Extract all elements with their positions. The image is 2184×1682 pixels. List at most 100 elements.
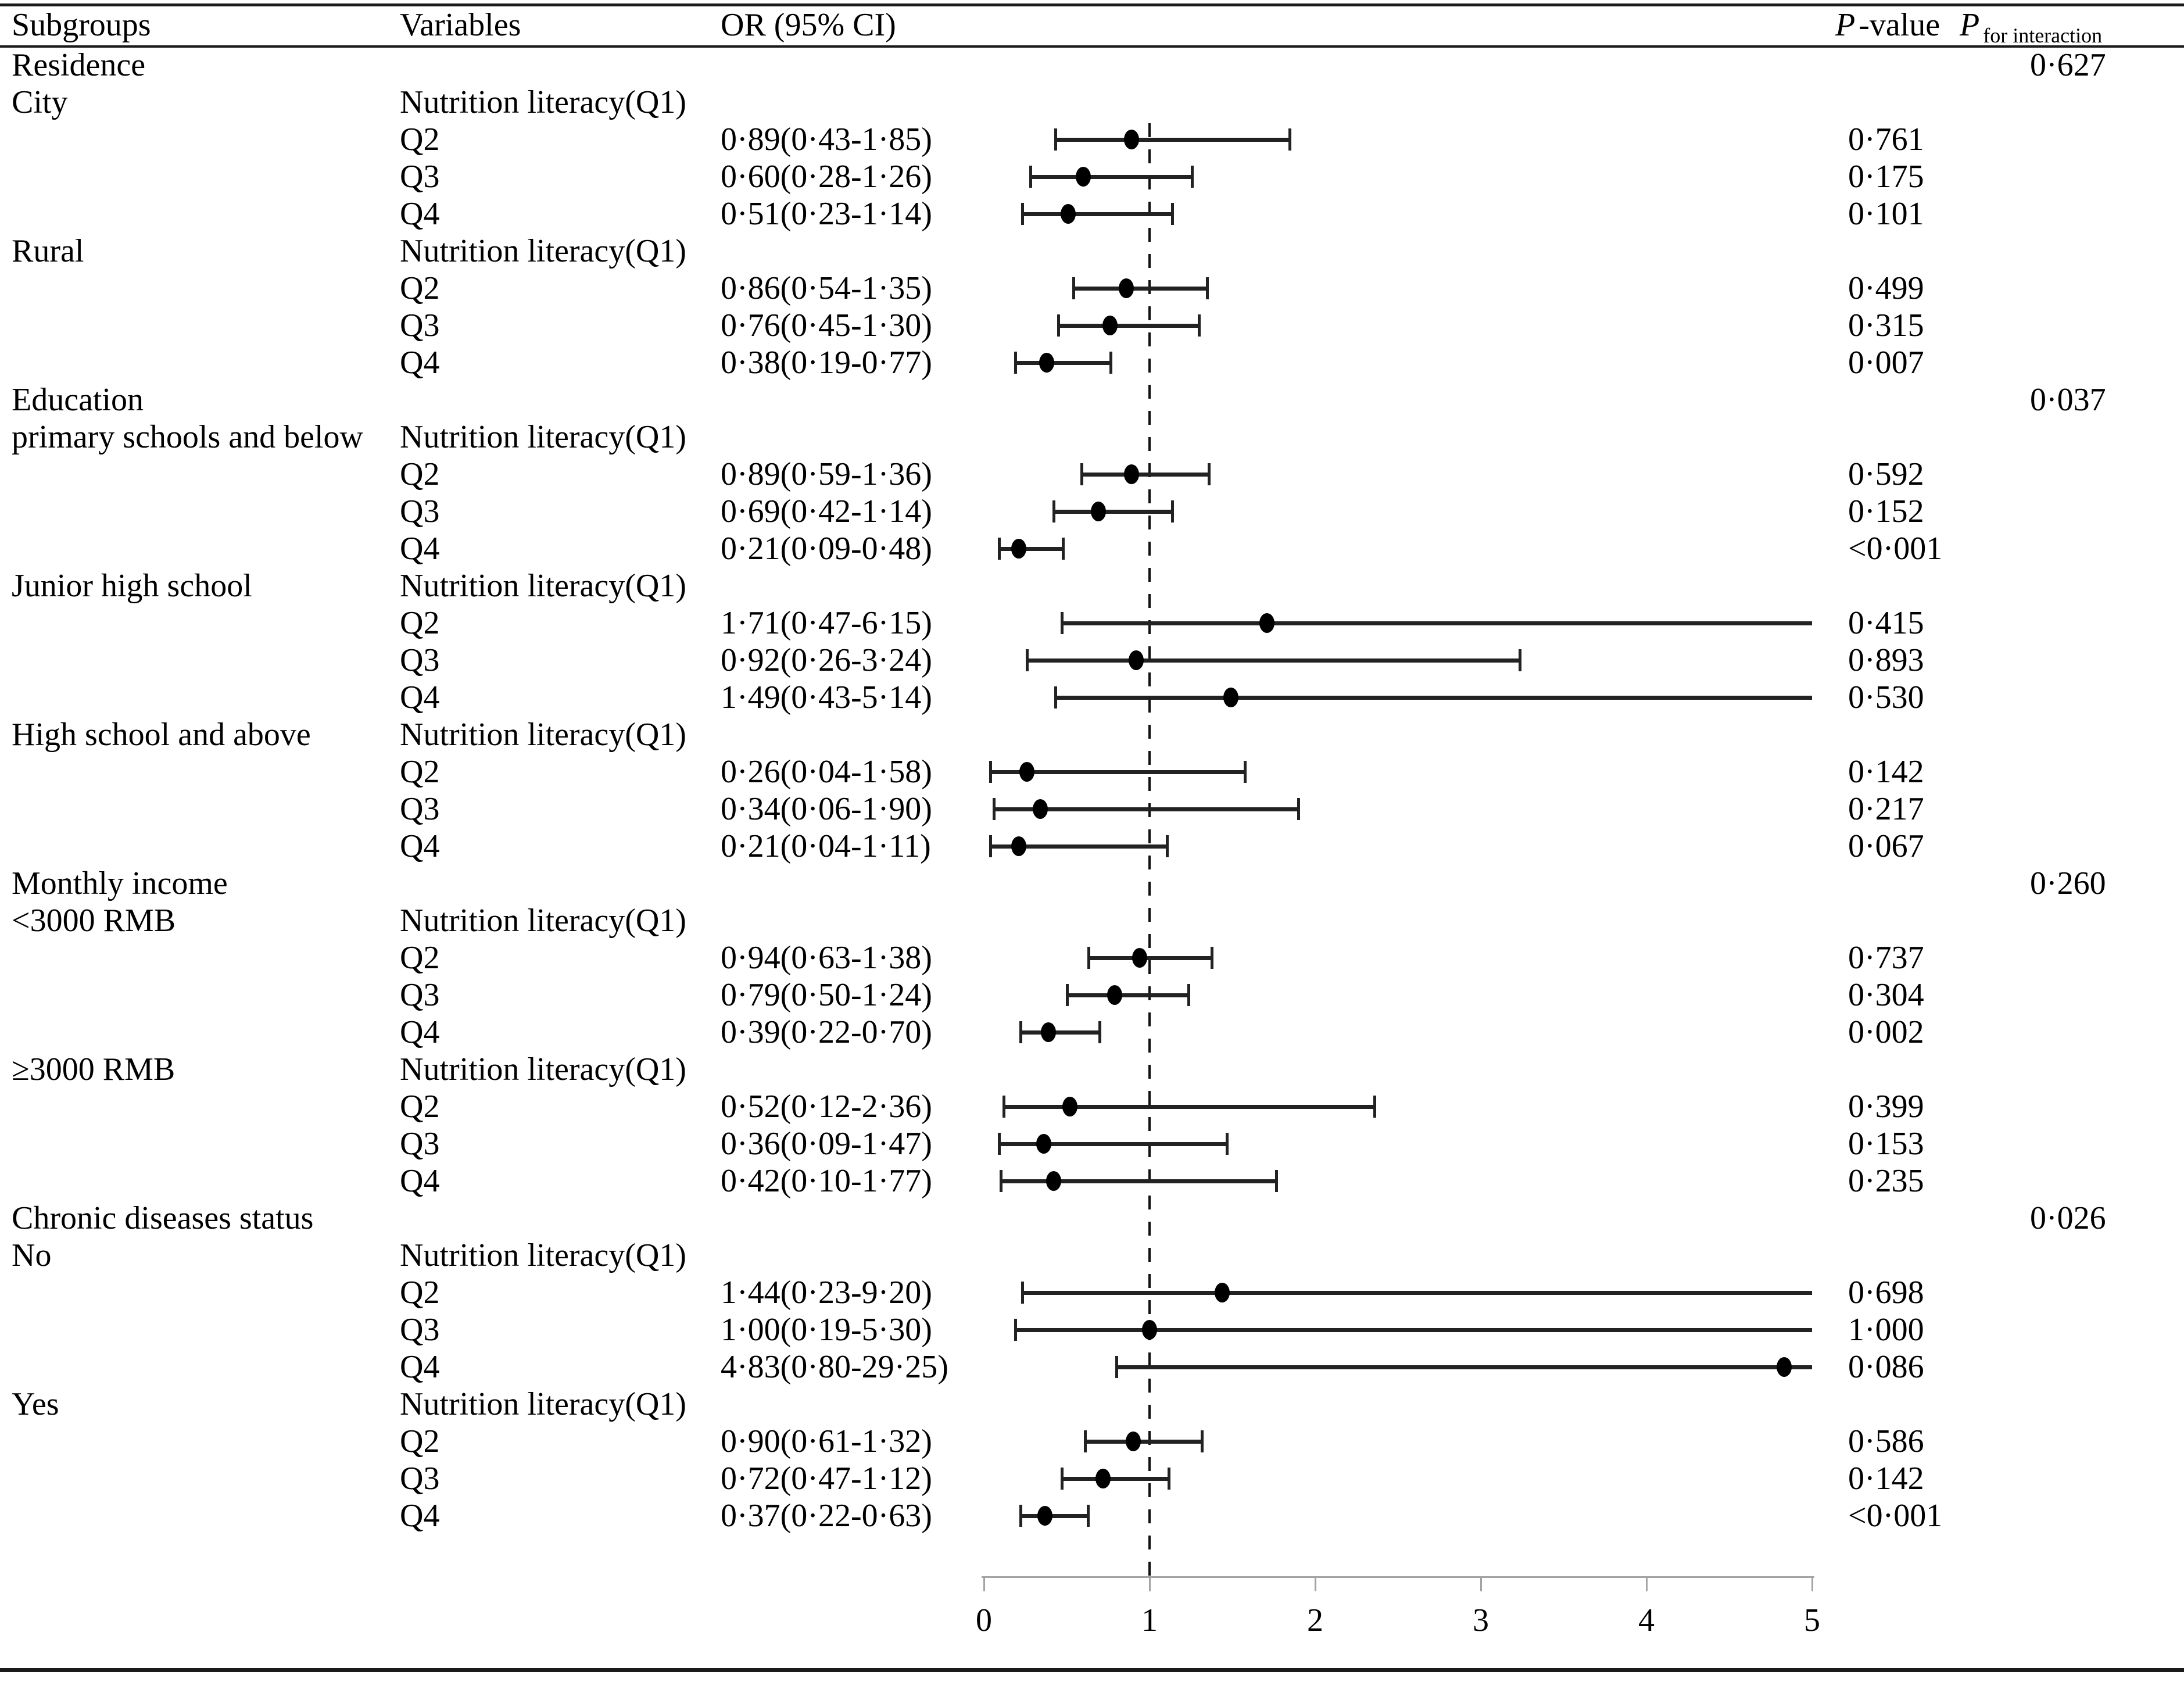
table-row: <3000 RMB Nutrition literacy(Q1) <box>0 902 2184 939</box>
or-ci-text: 0·52(0·12-2·36) <box>721 1089 932 1125</box>
ci-cap-right <box>1191 166 1194 188</box>
or-ci-text: 0·94(0·63-1·38) <box>721 940 932 976</box>
or-ci-text: 0·89(0·59-1·36) <box>721 456 932 492</box>
ci-cap-right <box>1170 500 1174 523</box>
quartile-label: Q4 <box>400 679 440 715</box>
p-value-text: 1·000 <box>1848 1312 1924 1348</box>
ci-cap-left <box>1087 947 1090 969</box>
ci-cap-right <box>1109 352 1113 374</box>
top-rule <box>0 3 2184 6</box>
table-row: Q4 0·38(0·19-0·77) 0·007 <box>0 344 2184 381</box>
quartile-label: Q3 <box>400 1126 440 1162</box>
ci-cap-left <box>1029 166 1032 188</box>
ci-line <box>1088 955 1213 960</box>
ci-cap-left <box>1054 686 1057 708</box>
or-dot <box>1215 1283 1230 1302</box>
table-row: Q4 0·21(0·04-1·11) 0·067 <box>0 828 2184 865</box>
ci-line <box>1055 695 1812 700</box>
or-ci-text: 0·90(0·61-1·32) <box>721 1423 932 1459</box>
ci-cap-left <box>1021 1282 1024 1304</box>
ci-line <box>1061 621 1812 625</box>
table-row: Q3 0·72(0·47-1·12) 0·142 <box>0 1460 2184 1497</box>
or-ci-text: 0·42(0·10-1·77) <box>721 1163 932 1199</box>
ci-line <box>1027 658 1521 663</box>
ci-line <box>1116 1365 1812 1369</box>
or-dot <box>1259 613 1275 633</box>
p-value-text: 0·153 <box>1848 1126 1924 1162</box>
table-row: Q4 0·21(0·09-0·48) <0·001 <box>0 530 2184 567</box>
x-axis-tick <box>1149 1576 1151 1591</box>
ci-cap-right <box>1197 314 1201 337</box>
quartile-label: Q4 <box>400 1014 440 1050</box>
table-row: Q2 0·86(0·54-1·35) 0·499 <box>0 270 2184 307</box>
or-ci-text: 0·21(0·04-1·11) <box>721 828 931 864</box>
p-interaction-subscript: for interaction <box>1983 24 2103 48</box>
or-dot <box>1095 1469 1111 1488</box>
x-axis-tick-label: 1 <box>1141 1602 1158 1638</box>
or-ci-text: 1·71(0·47-6·15) <box>721 605 932 641</box>
or-ci-text: 0·69(0·42-1·14) <box>721 493 932 529</box>
ci-cap-right <box>1205 277 1209 299</box>
or-ci-text: 0·86(0·54-1·35) <box>721 270 932 306</box>
quartile-label: Q4 <box>400 531 440 567</box>
ci-line <box>1022 1290 1812 1295</box>
subgroup-label: primary schools and below <box>12 419 363 455</box>
ci-line <box>990 770 1246 774</box>
or-dot <box>1119 278 1134 298</box>
quartile-label: Q2 <box>400 456 440 492</box>
or-dot <box>1032 799 1048 819</box>
p-value-text: 0·315 <box>1848 307 1924 343</box>
table-row: Q3 0·79(0·50-1·24) 0·304 <box>0 976 2184 1014</box>
ci-cap-left <box>1014 1319 1018 1341</box>
ci-cap-right <box>1201 1430 1204 1452</box>
table-row: Q3 0·60(0·28-1·26) 0·175 <box>0 158 2184 195</box>
quartile-label: Q4 <box>400 828 440 864</box>
table-row: Education 0·037 <box>0 381 2184 418</box>
or-ci-text: 1·00(0·19-5·30) <box>721 1312 932 1348</box>
x-axis-tick-label: 4 <box>1638 1602 1655 1638</box>
variable-label: Nutrition literacy(Q1) <box>400 1051 686 1087</box>
quartile-label: Q3 <box>400 1461 440 1497</box>
or-ci-text: 0·36(0·09-1·47) <box>721 1126 932 1162</box>
ci-line <box>998 546 1064 551</box>
p-value-text: <0·001 <box>1848 1498 1943 1534</box>
table-row: Q2 0·94(0·63-1·38) 0·737 <box>0 939 2184 976</box>
subgroup-category-label: Residence <box>12 47 146 83</box>
ci-cap-left <box>1021 203 1024 225</box>
subgroup-label: Junior high school <box>12 568 252 604</box>
or-dot <box>1062 1097 1078 1116</box>
p-interaction-value: 0·627 <box>2030 47 2106 83</box>
col-header-variables: Variables <box>400 7 521 43</box>
ci-cap-left <box>997 538 1001 560</box>
quartile-label: Q2 <box>400 1275 440 1311</box>
x-axis-tick <box>1480 1576 1482 1591</box>
variable-label: Nutrition literacy(Q1) <box>400 233 686 269</box>
or-dot <box>1039 353 1055 373</box>
table-row: Q2 1·71(0·47-6·15) 0·415 <box>0 604 2184 642</box>
p-value-text: 0·217 <box>1848 791 1924 827</box>
table-row: Q4 0·51(0·23-1·14) 0·101 <box>0 195 2184 232</box>
ci-line <box>1015 1327 1812 1332</box>
quartile-label: Q4 <box>400 1349 440 1385</box>
ci-line <box>1004 1104 1375 1109</box>
ci-cap-right <box>1519 649 1522 671</box>
subgroup-category-label: Chronic diseases status <box>12 1200 314 1236</box>
ci-cap-right <box>1297 798 1300 820</box>
variable-label: Nutrition literacy(Q1) <box>400 1386 686 1422</box>
ci-line <box>1030 174 1193 179</box>
table-row: Q4 0·37(0·22-0·63) <0·001 <box>0 1497 2184 1534</box>
ci-cap-left <box>997 1133 1001 1155</box>
p-value-text: 0·399 <box>1848 1089 1924 1125</box>
ci-line <box>994 807 1299 811</box>
p-value-text: 0·737 <box>1848 940 1924 976</box>
or-dot <box>1019 762 1035 782</box>
ci-cap-right <box>1168 1468 1171 1490</box>
or-ci-text: 4·83(0·80-29·25) <box>721 1349 948 1385</box>
quartile-label: Q2 <box>400 940 440 976</box>
or-dot <box>1107 985 1123 1005</box>
x-axis-tick <box>1646 1576 1648 1591</box>
or-ci-text: 0·79(0·50-1·24) <box>721 977 932 1013</box>
x-axis-tick <box>983 1576 985 1591</box>
ci-cap-left <box>993 798 996 820</box>
or-dot <box>1046 1171 1061 1191</box>
